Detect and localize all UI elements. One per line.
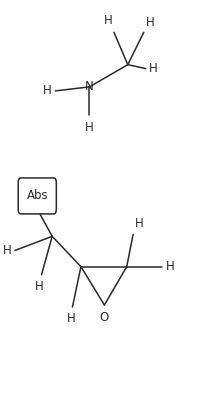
Text: H: H [149, 62, 158, 75]
Text: H: H [2, 244, 11, 257]
FancyBboxPatch shape [18, 178, 56, 214]
Text: H: H [85, 121, 94, 134]
Text: H: H [35, 280, 44, 292]
Text: H: H [67, 312, 76, 325]
Text: H: H [166, 260, 174, 273]
Text: Abs: Abs [26, 189, 48, 202]
Text: H: H [146, 16, 155, 29]
Text: H: H [104, 14, 113, 27]
Text: H: H [135, 217, 144, 229]
Text: O: O [100, 311, 109, 324]
Text: N: N [85, 80, 94, 93]
Text: H: H [43, 84, 52, 97]
